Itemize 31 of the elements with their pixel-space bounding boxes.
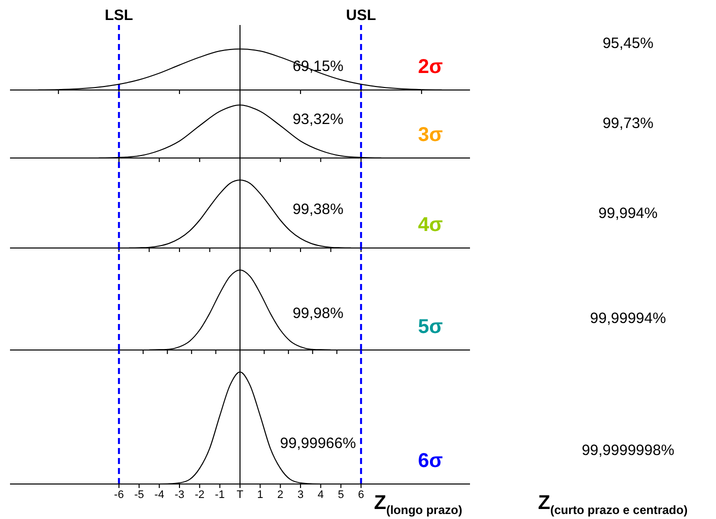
- x-tick-label: 2: [277, 488, 284, 501]
- x-tick-label: -5: [134, 488, 144, 501]
- ref-line-label: USL: [346, 7, 376, 24]
- x-tick-label: -6: [114, 488, 124, 501]
- annotation: 6σ: [418, 450, 443, 473]
- x-tick-label: -1: [214, 488, 225, 501]
- text: 99,99994%: [590, 310, 666, 327]
- x-tick-label: -2: [194, 488, 205, 501]
- x-tick-label: 4: [318, 488, 324, 501]
- x-axis-title: Z$_{(longo prazo)}$: [374, 492, 462, 517]
- x-tick-label: -4: [154, 488, 164, 501]
- annotation: 99,98%: [292, 304, 344, 324]
- annotation: 3σ: [418, 124, 443, 147]
- annotation: 5σ: [418, 316, 443, 339]
- x-tick-label: 1: [257, 488, 264, 501]
- x-tick-label: -3: [174, 488, 184, 501]
- text: 95,45%: [602, 35, 654, 52]
- x-tick-label: 3: [297, 488, 304, 501]
- text: 99,994%: [598, 205, 658, 222]
- annotation: 2σ: [418, 56, 443, 79]
- x-tick-label: T: [236, 488, 244, 501]
- annotation: 93,32%: [292, 110, 344, 130]
- annotation: 4σ: [418, 214, 443, 237]
- annotation: 99,38%: [292, 200, 344, 220]
- text: 99,73%: [602, 115, 654, 132]
- x-tick-label: 5: [338, 488, 344, 501]
- annotation: 99,99966%: [280, 434, 356, 454]
- x-tick-label: 6: [358, 488, 364, 501]
- text: 99,9999998%: [582, 442, 674, 459]
- text: Z$_{(curto prazo e centrado)}$: [538, 492, 688, 517]
- ref-line-label: LSL: [104, 7, 134, 24]
